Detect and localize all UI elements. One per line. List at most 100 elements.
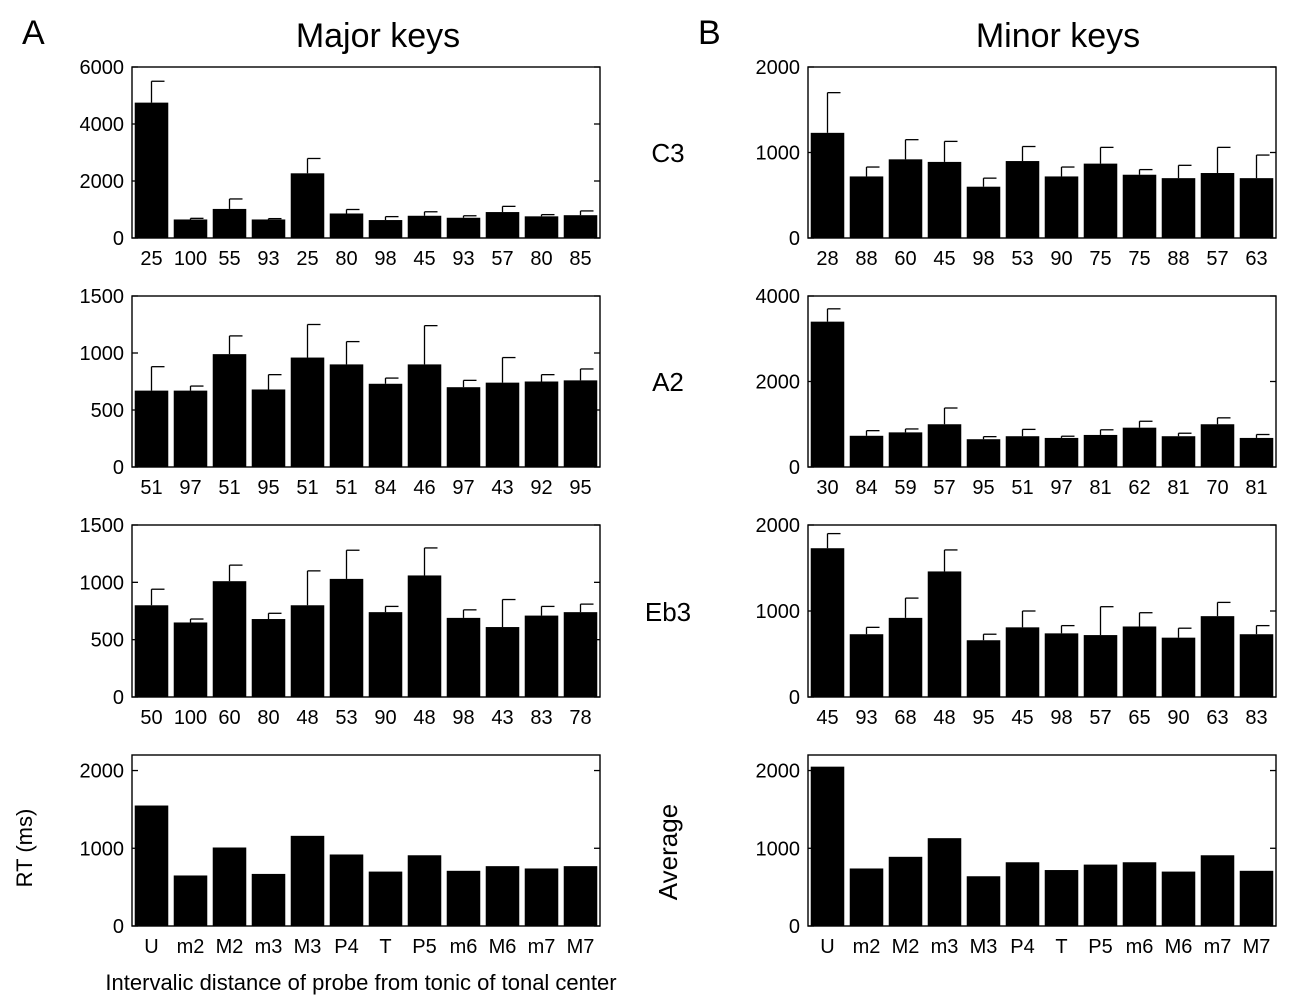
bar — [1044, 437, 1079, 467]
bar — [134, 390, 169, 467]
x-tick-label: 50 — [140, 707, 162, 729]
x-tick-label: m6 — [1126, 936, 1154, 958]
x-tick-label: U — [144, 936, 158, 958]
bar — [251, 389, 286, 467]
x-tick-label: M7 — [567, 936, 595, 958]
x-tick-label: M6 — [1165, 936, 1193, 958]
bar — [212, 208, 247, 238]
bar — [810, 132, 845, 238]
y-tick-label: 0 — [789, 687, 800, 709]
x-tick-label: P4 — [334, 936, 358, 958]
x-tick-label: 81 — [1167, 477, 1189, 499]
x-tick-label: 51 — [218, 477, 240, 499]
bar — [810, 548, 845, 697]
x-tick-label: 45 — [816, 707, 838, 729]
bar — [1005, 436, 1040, 467]
x-tick-label: M3 — [294, 936, 322, 958]
bar — [368, 383, 403, 467]
y-tick-label: 2000 — [80, 171, 125, 193]
x-tick-label: 57 — [1206, 248, 1228, 270]
bar — [849, 868, 884, 926]
bar — [1161, 871, 1196, 926]
row-label-average: Average — [653, 804, 683, 900]
bar — [134, 605, 169, 697]
bar — [563, 866, 598, 926]
x-tick-label: 88 — [1167, 248, 1189, 270]
bar — [1083, 434, 1118, 467]
bar — [1005, 627, 1040, 697]
chart-panel-1: 51 97 51 95 51 51 84 46 97 43 92 95 0 500 1000 1500 — [80, 286, 601, 499]
bar — [290, 835, 325, 926]
bar — [212, 581, 247, 697]
x-tick-label: 83 — [1245, 707, 1267, 729]
y-tick-label: 0 — [113, 916, 124, 938]
bar — [563, 215, 598, 238]
x-tick-label: 45 — [1011, 707, 1033, 729]
x-tick-label: 48 — [413, 707, 435, 729]
bar — [927, 838, 962, 926]
y-tick-label: 500 — [91, 400, 124, 422]
x-tick-label: P4 — [1010, 936, 1034, 958]
x-tick-label: m6 — [450, 936, 478, 958]
bar — [810, 766, 845, 926]
bar — [927, 161, 962, 238]
x-tick-label: 25 — [140, 248, 162, 270]
x-tick-label: 48 — [933, 707, 955, 729]
bar — [212, 847, 247, 926]
x-tick-label: 28 — [816, 248, 838, 270]
y-tick-label: 500 — [91, 630, 124, 652]
x-tick-label: 100 — [174, 707, 207, 729]
bar — [888, 159, 923, 238]
bar — [173, 219, 208, 238]
bar — [407, 364, 442, 467]
y-tick-label: 2000 — [756, 515, 801, 537]
x-tick-label: 95 — [972, 477, 994, 499]
bar — [446, 617, 481, 697]
bar — [290, 173, 325, 238]
axes-frame — [807, 754, 1277, 927]
bar — [1239, 870, 1274, 926]
x-tick-label: T — [379, 936, 391, 958]
bar — [407, 575, 442, 697]
bar — [485, 382, 520, 467]
x-tick-label: 51 — [140, 477, 162, 499]
y-tick-label: 1500 — [80, 515, 125, 537]
bar — [888, 432, 923, 467]
bar — [329, 578, 364, 697]
x-tick-label: 43 — [491, 477, 513, 499]
x-tick-label: 45 — [413, 248, 435, 270]
bar — [1005, 161, 1040, 238]
y-tick-label: 0 — [113, 228, 124, 250]
axes-frame — [131, 295, 601, 468]
bar — [368, 871, 403, 926]
x-tick-label: 46 — [413, 477, 435, 499]
x-tick-label: M3 — [970, 936, 998, 958]
bar — [563, 380, 598, 467]
column-title-major: Major keys — [296, 17, 460, 55]
bar — [173, 875, 208, 926]
x-tick-label: 95 — [972, 707, 994, 729]
bar — [134, 805, 169, 926]
x-tick-label: 98 — [972, 248, 994, 270]
x-tick-label: 60 — [218, 707, 240, 729]
x-axis-label: Intervalic distance of probe from tonic … — [105, 970, 616, 995]
bar — [1044, 176, 1079, 238]
bar — [1239, 437, 1274, 467]
bar — [888, 856, 923, 926]
x-tick-label: 51 — [335, 477, 357, 499]
chart-panels: 25 100 55 93 25 80 98 45 93 57 80 85020004000600051… — [80, 57, 1277, 958]
y-tick-label: 1000 — [756, 143, 801, 165]
bar — [1044, 633, 1079, 697]
bar — [251, 873, 286, 926]
bar — [524, 615, 559, 697]
bar — [407, 215, 442, 238]
bar — [134, 102, 169, 239]
x-tick-label: 43 — [491, 707, 513, 729]
bar — [173, 390, 208, 467]
x-tick-label: 75 — [1089, 248, 1111, 270]
x-tick-label: 88 — [855, 248, 877, 270]
panel-label-a: A — [22, 14, 45, 52]
x-tick-label: 97 — [179, 477, 201, 499]
